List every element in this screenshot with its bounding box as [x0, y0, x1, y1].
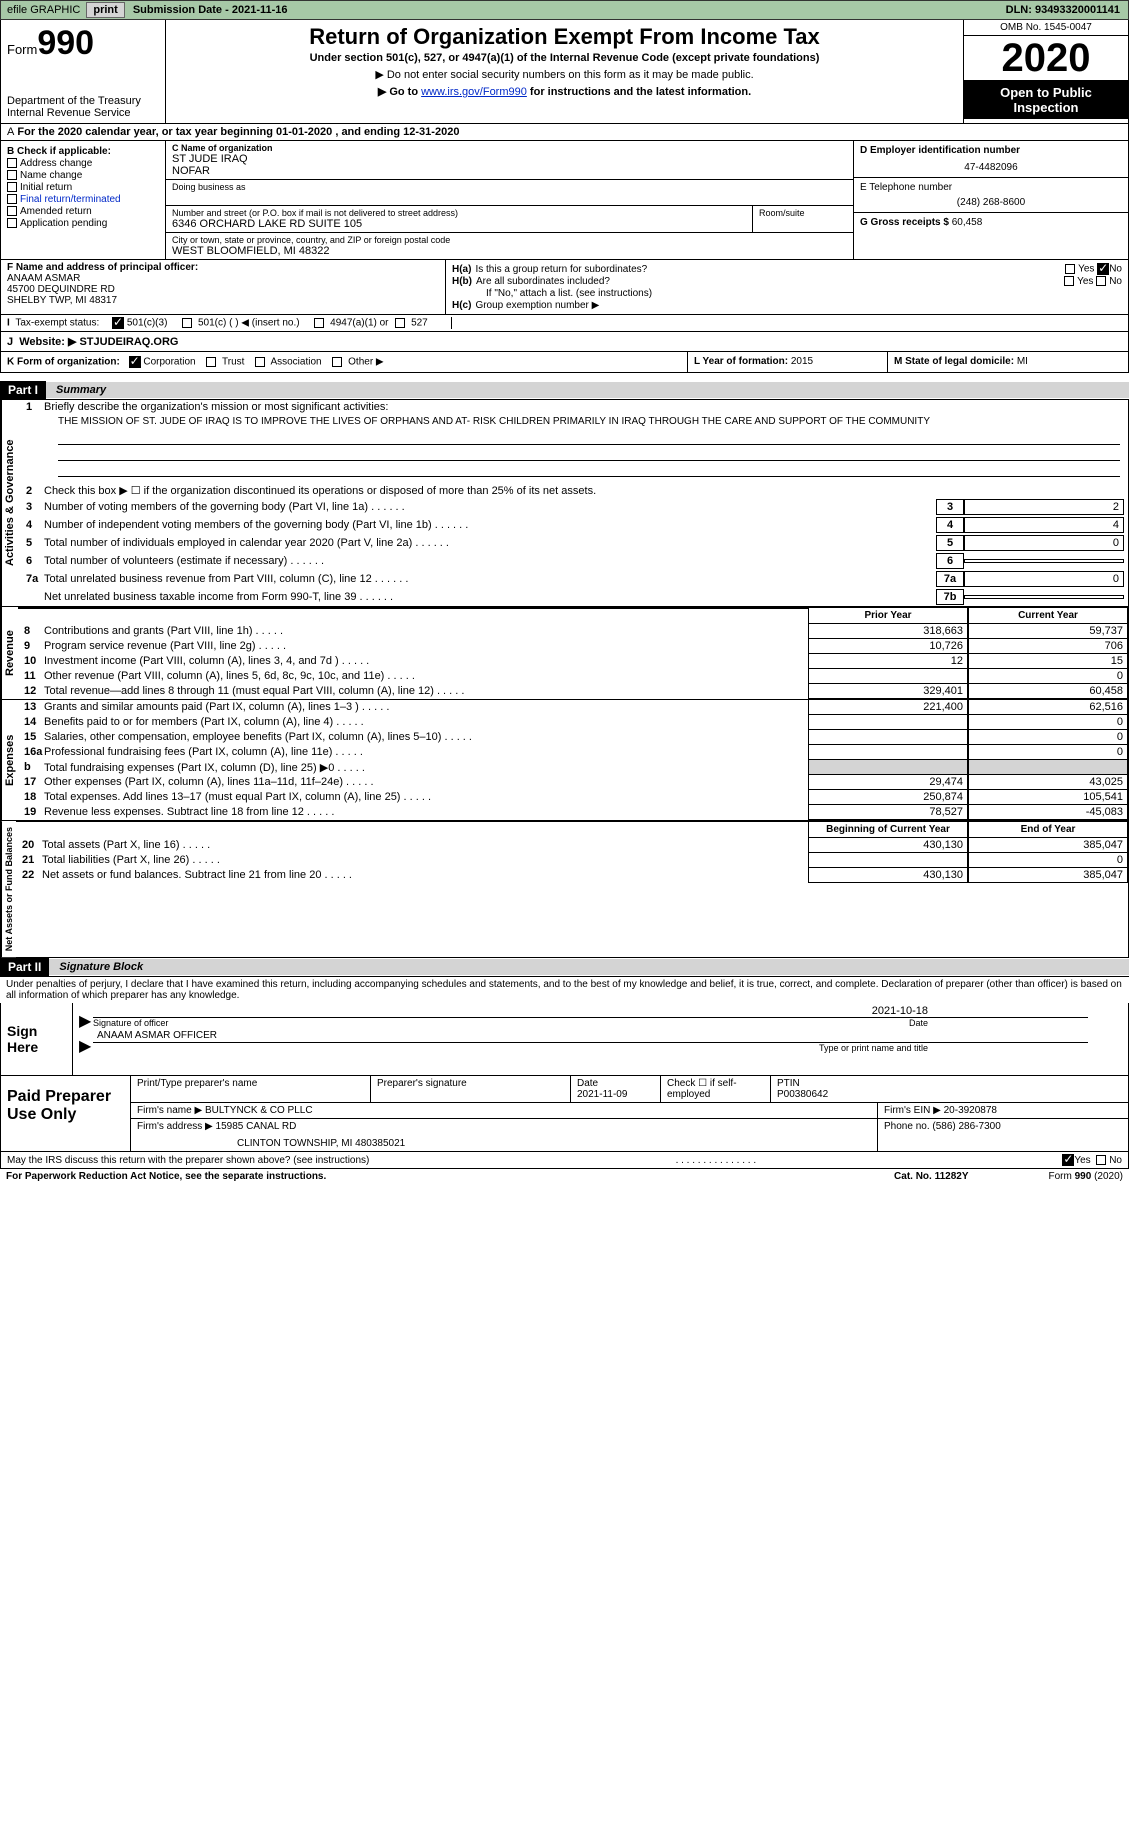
omb-number: OMB No. 1545-0047	[964, 20, 1128, 36]
mission-text: THE MISSION OF ST. JUDE OF IRAQ IS TO IM…	[18, 414, 1128, 429]
submission-date: Submission Date - 2021-11-16	[127, 4, 294, 16]
open-inspection: Open to Public Inspection	[964, 81, 1128, 119]
form-header: Form990 Department of the Treasury Inter…	[0, 20, 1129, 124]
form-number: Form990	[7, 24, 159, 63]
form-title: Return of Organization Exempt From Incom…	[170, 24, 959, 50]
org-address: 6346 ORCHARD LAKE RD SUITE 105	[172, 218, 746, 230]
efile-label: efile GRAPHIC	[1, 4, 86, 16]
tax-year: 2020	[964, 36, 1128, 81]
part2-header: Part II Signature Block	[0, 958, 1129, 977]
note-link: ▶ Go to www.irs.gov/Form990 for instruct…	[170, 85, 959, 98]
note-ssn: ▶ Do not enter social security numbers o…	[170, 68, 959, 81]
dln: DLN: 93493320001141	[1006, 4, 1128, 16]
revenue-section: Revenue Prior YearCurrent Year 8Contribu…	[0, 607, 1129, 700]
officer-group-row: F Name and address of principal officer:…	[0, 260, 1129, 315]
form-subtitle: Under section 501(c), 527, or 4947(a)(1)…	[170, 52, 959, 64]
identification-block: B Check if applicable: Address change Na…	[0, 141, 1129, 260]
perjury-declaration: Under penalties of perjury, I declare th…	[0, 977, 1129, 1003]
tax-period: A For the 2020 calendar year, or tax yea…	[0, 124, 1129, 141]
phone: (248) 268-8600	[860, 197, 1122, 208]
activities-governance: Activities & Governance 1Briefly describ…	[0, 400, 1129, 607]
website-row: J Website: ▶ STJUDEIRAQ.ORG	[0, 332, 1129, 352]
part1-header: Part I Summary	[0, 381, 1129, 400]
top-bar: efile GRAPHIC print Submission Date - 20…	[0, 0, 1129, 20]
print-button[interactable]: print	[86, 2, 124, 18]
officer-name: ANAAM ASMAR	[7, 273, 439, 284]
k-row: K Form of organization: Corporation Trus…	[0, 352, 1129, 373]
netassets-section: Net Assets or Fund Balances Beginning of…	[0, 821, 1129, 958]
discuss-row: May the IRS discuss this return with the…	[0, 1152, 1129, 1169]
department: Department of the Treasury Internal Reve…	[7, 95, 159, 119]
group-return-no	[1097, 263, 1109, 275]
gross-receipts: 60,458	[952, 217, 983, 228]
check-applicable: B Check if applicable: Address change Na…	[1, 141, 166, 259]
org-city: WEST BLOOMFIELD, MI 48322	[172, 245, 847, 257]
ein: 47-4482096	[860, 162, 1122, 173]
tax-exempt-row: I Tax-exempt status: 501(c)(3) 501(c) ( …	[0, 315, 1129, 332]
org-name: ST JUDE IRAQ	[172, 153, 847, 165]
expenses-section: Expenses 13Grants and similar amounts pa…	[0, 700, 1129, 821]
website-url: STJUDEIRAQ.ORG	[79, 336, 178, 348]
paid-preparer-block: Paid Preparer Use Only Print/Type prepar…	[0, 1076, 1129, 1152]
discuss-yes	[1062, 1154, 1074, 1166]
irs-link[interactable]: www.irs.gov/Form990	[421, 86, 527, 98]
sign-here-block: Sign Here ▶2021-10-18 Signature of offic…	[0, 1003, 1129, 1076]
footer: For Paperwork Reduction Act Notice, see …	[0, 1169, 1129, 1184]
